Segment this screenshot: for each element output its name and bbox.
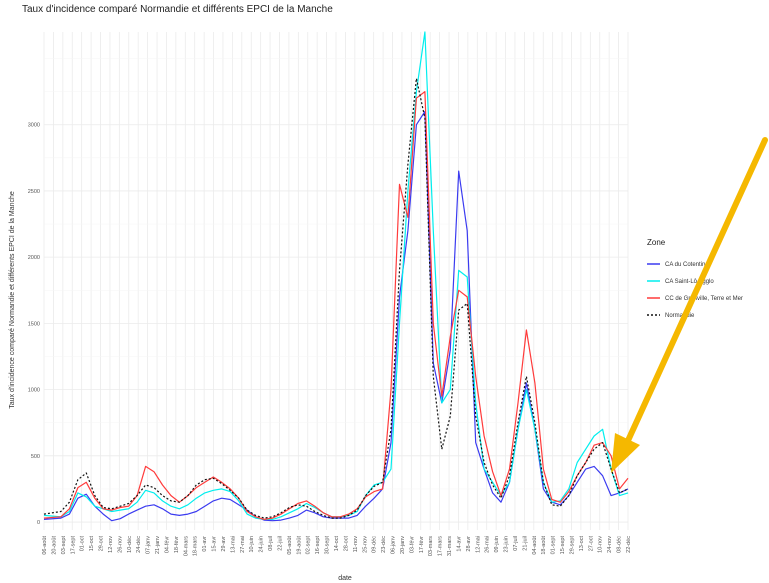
x-tick-label: 14-avr [456, 536, 462, 552]
x-tick-label: 16-sept [315, 536, 321, 555]
series-line-2 [43, 91, 629, 520]
x-tick-label: 23-juin [504, 536, 510, 553]
x-tick-label: 24-nov [607, 536, 613, 553]
legend-label-0: CA du Cotentin [665, 262, 705, 268]
arrow-shaft [623, 137, 768, 448]
plot-grid [43, 32, 629, 530]
x-tick-label: 23-déc [381, 536, 387, 553]
x-tick-label: 29-oct [99, 536, 105, 552]
x-tick-label: 30-sept [325, 536, 331, 555]
x-tick-label: 29-sept [569, 536, 575, 555]
x-tick-label: 06-août [42, 536, 48, 555]
x-tick-label: 20-août [51, 536, 57, 555]
x-tick-label: 07-juil [513, 536, 519, 551]
chart-title: Taux d'incidence comparé Normandie et di… [22, 4, 333, 15]
x-tick-label: 21-juil [522, 536, 528, 551]
x-tick-label: 22-déc [626, 536, 632, 553]
x-tick-label: 03-sept [61, 536, 67, 555]
legend-label-2: CC de Granville, Terre et Mer [665, 296, 743, 302]
x-tick-label: 24-juin [259, 536, 265, 553]
x-tick-label: 04-août [532, 536, 538, 555]
x-tick-label: 10-déc [127, 536, 133, 553]
x-tick-label: 29-avr [221, 536, 227, 552]
x-tick-label: 22-juil [277, 536, 283, 551]
y-axis: 0 500 1000 1500 2000 2500 3000 [28, 123, 40, 526]
x-axis: 06-août 20-août 03-sept 17-sept 01-oct 15-oct… [42, 536, 632, 557]
y-tick-label: 1000 [28, 388, 40, 394]
y-tick-label: 1500 [28, 321, 40, 327]
arrow-head-icon [611, 433, 640, 473]
y-tick-label: 0 [37, 520, 40, 526]
legend-label-1: CA Saint-Lô Agglo [665, 279, 714, 285]
x-tick-label: 17-mars [438, 536, 444, 556]
x-tick-label: 09-déc [372, 536, 378, 553]
x-tick-label: 10-nov [598, 536, 604, 553]
y-tick-label: 500 [31, 454, 40, 460]
series-layer [43, 31, 629, 522]
x-tick-label: 26-mai [485, 536, 491, 553]
legend-title: Zone [647, 238, 666, 247]
x-axis-title: date [338, 575, 352, 582]
x-tick-label: 26-nov [117, 536, 123, 553]
x-tick-label: 02-sept [306, 536, 312, 555]
y-axis-title: Taux d'incidence comparé Normandie et di… [9, 191, 16, 409]
x-tick-label: 08-juil [268, 536, 274, 551]
x-tick-label: 31-mars [447, 536, 453, 556]
series-line-3 [43, 77, 629, 519]
x-tick-label: 15-avr [212, 536, 218, 552]
y-tick-label: 3000 [28, 123, 40, 129]
x-tick-label: 27-mai [240, 536, 246, 553]
legend-label-3: Normandie [665, 313, 695, 319]
x-tick-label: 01-sept [551, 536, 557, 555]
x-tick-label: 06-janv [391, 536, 397, 554]
x-tick-label: 13-mai [230, 536, 236, 553]
x-tick-label: 25-nov [362, 536, 368, 553]
x-tick-label: 03-mars [428, 536, 434, 556]
x-tick-label: 28-avr [466, 536, 472, 552]
x-tick-label: 19-août [296, 536, 302, 555]
x-tick-label: 17-sept [70, 536, 76, 555]
x-tick-label: 28-oct [343, 536, 349, 552]
legend: Zone CA du Cotentin CA Saint-Lô Agglo CC d… [647, 238, 743, 319]
x-tick-label: 07-janv [146, 536, 152, 554]
x-tick-label: 11-nov [353, 536, 359, 553]
x-tick-label: 09-juin [494, 536, 500, 553]
x-tick-label: 15-sept [560, 536, 566, 555]
x-tick-label: 20-janv [400, 536, 406, 554]
x-tick-label: 13-oct [579, 536, 585, 552]
x-tick-label: 18-févr [174, 536, 180, 553]
x-tick-label: 01-oct [80, 536, 86, 552]
x-tick-label: 04-févr [164, 536, 170, 553]
y-tick-label: 2500 [28, 189, 40, 195]
x-tick-label: 10-juin [249, 536, 255, 553]
x-tick-label: 01-avr [202, 536, 208, 552]
x-tick-label: 17-févr [419, 536, 425, 553]
y-tick-label: 2000 [28, 255, 40, 261]
x-tick-label: 08-déc [617, 536, 623, 553]
x-tick-label: 15-oct [89, 536, 95, 552]
x-tick-label: 24-déc [136, 536, 142, 553]
arrow-annotation [611, 137, 768, 473]
x-tick-label: 12-mai [475, 536, 481, 553]
x-tick-label: 18-mars [193, 536, 199, 556]
x-tick-label: 03-févr [409, 536, 415, 553]
x-tick-label: 21-janv [155, 536, 161, 554]
x-tick-label: 27-oct [588, 536, 594, 552]
x-tick-label: 05-août [287, 536, 293, 555]
x-tick-label: 04-mars [183, 536, 189, 556]
x-tick-label: 12-nov [108, 536, 114, 553]
x-tick-label: 18-août [541, 536, 547, 555]
x-tick-label: 14-oct [334, 536, 340, 552]
